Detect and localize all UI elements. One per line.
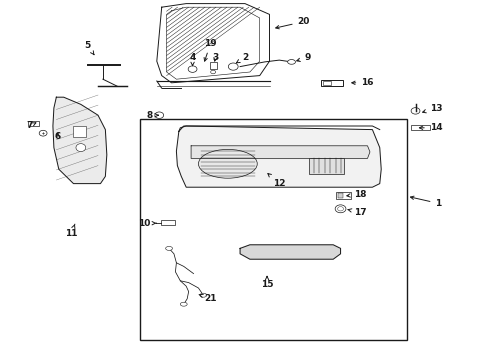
Bar (161, 220, 175, 225)
Polygon shape (157, 4, 270, 83)
Polygon shape (191, 146, 370, 158)
Polygon shape (240, 245, 341, 259)
Ellipse shape (166, 246, 172, 251)
Ellipse shape (338, 207, 343, 211)
Bar (140, 119, 407, 340)
Ellipse shape (76, 144, 86, 152)
Text: 10: 10 (138, 219, 156, 228)
Text: 17: 17 (348, 208, 367, 217)
Bar (336, 192, 351, 199)
Ellipse shape (39, 130, 47, 136)
Text: 4: 4 (189, 53, 196, 66)
Text: 3: 3 (213, 53, 219, 62)
Ellipse shape (228, 63, 238, 70)
Ellipse shape (180, 302, 187, 306)
Text: 20: 20 (276, 17, 310, 29)
Ellipse shape (198, 149, 257, 178)
Ellipse shape (335, 205, 346, 213)
Bar (309, 158, 344, 174)
Bar (210, 62, 217, 69)
Text: 12: 12 (268, 174, 286, 188)
Bar (311, 158, 343, 173)
Text: 21: 21 (199, 294, 217, 303)
Bar (338, 193, 343, 198)
Text: 5: 5 (84, 40, 94, 55)
Ellipse shape (288, 60, 295, 64)
Ellipse shape (411, 108, 420, 114)
Bar (73, 126, 86, 137)
Ellipse shape (188, 66, 197, 72)
Ellipse shape (200, 293, 207, 297)
Text: 18: 18 (347, 190, 367, 199)
Text: 9: 9 (297, 53, 311, 62)
Ellipse shape (211, 70, 216, 74)
Ellipse shape (155, 112, 164, 118)
Text: 16: 16 (352, 78, 374, 87)
Text: 15: 15 (261, 276, 273, 289)
Bar (321, 80, 343, 86)
Text: 7: 7 (26, 122, 36, 130)
Text: 6: 6 (55, 132, 61, 141)
Text: 1: 1 (411, 196, 441, 208)
Text: 14: 14 (419, 123, 442, 132)
Bar (411, 125, 430, 130)
Polygon shape (176, 126, 381, 187)
Bar (28, 121, 39, 126)
Text: 2: 2 (236, 53, 248, 63)
Text: 13: 13 (423, 104, 442, 113)
Text: 19: 19 (204, 39, 217, 61)
Text: 11: 11 (65, 224, 77, 239)
Text: 8: 8 (147, 111, 158, 120)
Polygon shape (53, 97, 107, 184)
Bar (323, 81, 331, 85)
